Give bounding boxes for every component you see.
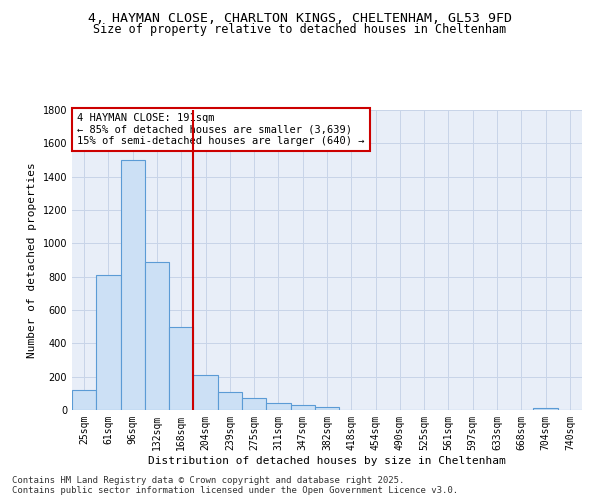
Bar (266, 402, 290, 410)
Bar (533, 408, 558, 410)
Bar (218, 392, 242, 410)
Bar (242, 398, 266, 410)
Text: 4, HAYMAN CLOSE, CHARLTON KINGS, CHELTENHAM, GL53 9FD: 4, HAYMAN CLOSE, CHARLTON KINGS, CHELTEN… (88, 12, 512, 26)
Bar (96, 275, 121, 410)
Text: Size of property relative to detached houses in Cheltenham: Size of property relative to detached ho… (94, 22, 506, 36)
Bar (121, 160, 145, 410)
Bar (193, 375, 218, 410)
Y-axis label: Number of detached properties: Number of detached properties (27, 162, 37, 358)
Bar (315, 406, 339, 410)
Text: Contains HM Land Registry data © Crown copyright and database right 2025.
Contai: Contains HM Land Registry data © Crown c… (12, 476, 458, 495)
Bar (169, 326, 193, 410)
Text: 4 HAYMAN CLOSE: 191sqm
← 85% of detached houses are smaller (3,639)
15% of semi-: 4 HAYMAN CLOSE: 191sqm ← 85% of detached… (77, 113, 365, 146)
Bar (145, 262, 169, 410)
Bar (72, 390, 96, 410)
Bar (290, 405, 315, 410)
X-axis label: Distribution of detached houses by size in Cheltenham: Distribution of detached houses by size … (148, 456, 506, 466)
